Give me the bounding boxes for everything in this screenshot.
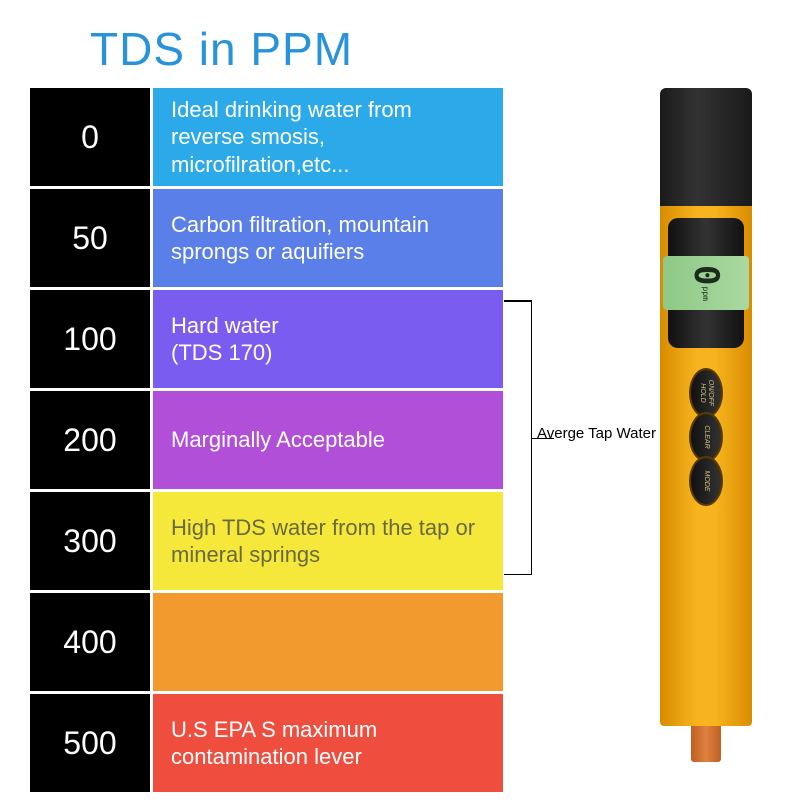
ppm-description: U.S EPA S maximum contamination lever	[153, 694, 503, 792]
bracket-line	[504, 300, 532, 575]
table-row: 200Marginally Acceptable	[30, 391, 503, 489]
table-row: 300High TDS water from the tap or minera…	[30, 492, 503, 590]
device-body: 0 ppm ON/OFFHOLDCLEARMODE	[660, 206, 752, 726]
ppm-value: 400	[30, 593, 150, 691]
ppm-description: High TDS water from the tap or mineral s…	[153, 492, 503, 590]
ppm-description: Ideal drinking water from reverse smosis…	[153, 88, 503, 186]
ppm-value: 500	[30, 694, 150, 792]
ppm-value: 0	[30, 88, 150, 186]
ppm-value: 300	[30, 492, 150, 590]
screen-frame: 0 ppm	[668, 218, 744, 348]
button-area: ON/OFFHOLDCLEARMODE	[681, 376, 731, 498]
table-row: 100Hard water(TDS 170)	[30, 290, 503, 388]
table-row: 50Carbon filtration, mountain sprongs or…	[30, 189, 503, 287]
ppm-value: 200	[30, 391, 150, 489]
ppm-description	[153, 593, 503, 691]
table-row: 400	[30, 593, 503, 691]
chart-title: TDS in PPM	[90, 22, 353, 76]
device-button[interactable]: ON/OFFHOLD	[689, 368, 723, 418]
table-row: 0Ideal drinking water from reverse smosi…	[30, 88, 503, 186]
ppm-description: Hard water(TDS 170)	[153, 290, 503, 388]
bracket-label: Averge Tap Water	[537, 425, 656, 442]
ppm-value: 50	[30, 189, 150, 287]
table-row: 500U.S EPA S maximum contamination lever	[30, 694, 503, 792]
tds-meter-device: 0 ppm ON/OFFHOLDCLEARMODE	[660, 88, 752, 768]
ppm-description: Marginally Acceptable	[153, 391, 503, 489]
device-cap	[660, 88, 752, 206]
device-button[interactable]: CLEAR	[689, 412, 723, 462]
reading-unit: ppm	[702, 287, 711, 301]
tds-table: 0Ideal drinking water from reverse smosi…	[30, 88, 503, 792]
lcd-screen: 0 ppm	[663, 256, 749, 310]
ppm-description: Carbon filtration, mountain sprongs or a…	[153, 189, 503, 287]
ppm-value: 100	[30, 290, 150, 388]
probe-tip	[691, 726, 721, 762]
device-button[interactable]: MODE	[689, 456, 723, 506]
reading-value: 0	[686, 265, 726, 283]
